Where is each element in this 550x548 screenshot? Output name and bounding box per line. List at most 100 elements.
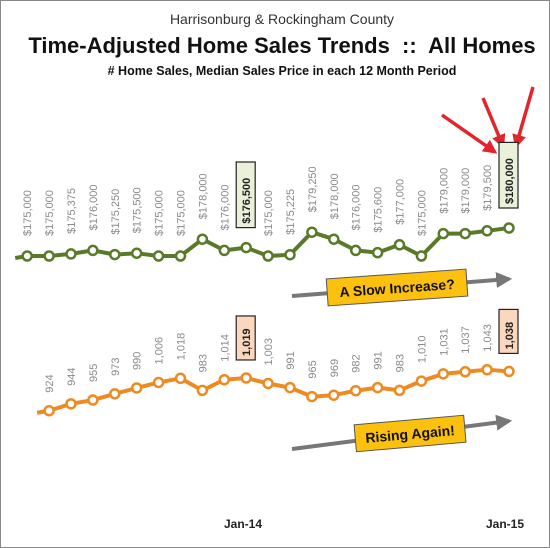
sales-data-label: 955 <box>88 364 100 382</box>
price-data-label: $175,375 <box>66 188 78 234</box>
price-point <box>43 250 55 262</box>
price-point <box>240 241 252 254</box>
price-point <box>174 250 187 262</box>
sales-data-label: 1,043 <box>482 324 494 352</box>
sales-data-label: 982 <box>351 354 363 372</box>
sales-data-label: 1,019 <box>241 328 253 356</box>
sales-point <box>415 375 428 387</box>
chart-subtitle: Harrisonburg & Rockingham County <box>170 11 394 27</box>
sales-data-label: 969 <box>329 359 341 377</box>
sales-point <box>306 390 318 403</box>
callout-sales: Rising Again! <box>365 422 456 446</box>
price-data-label: $180,000 <box>504 158 516 204</box>
red-arrow-2 <box>481 97 506 149</box>
price-data-label: $179,500 <box>482 165 494 211</box>
price-highlight-box <box>235 161 256 229</box>
sales-data-label: 1,010 <box>416 336 428 364</box>
price-point <box>481 225 493 237</box>
sales-point <box>130 382 143 394</box>
price-data-label: $179,250 <box>307 166 319 212</box>
price-data-label: $175,000 <box>263 190 275 236</box>
price-data-label: $179,000 <box>438 168 450 214</box>
sales-highlight-box <box>235 315 256 361</box>
price-data-label: $175,250 <box>110 189 122 235</box>
price-point <box>437 227 450 240</box>
sales-series: 924 944 955 973 990 1,006 1,018 983 1,014 1,019 1,… <box>36 308 519 417</box>
sales-point <box>393 384 406 397</box>
sales-data-label: 1,038 <box>504 322 516 350</box>
sales-data-label: 1,018 <box>176 333 188 361</box>
price-data-label: $175,000 <box>22 190 34 236</box>
sales-data-label: 1,014 <box>219 334 231 362</box>
price-data-label: $176,000 <box>88 185 100 231</box>
sales-data-label: 991 <box>373 351 385 369</box>
sales-point <box>284 381 296 394</box>
sales-data-label: 973 <box>110 357 122 375</box>
price-point <box>306 226 318 238</box>
price-point <box>393 239 406 251</box>
price-point <box>152 250 165 262</box>
red-arrow-1 <box>440 113 498 154</box>
price-data-label: $175,000 <box>44 190 56 236</box>
price-point <box>415 250 428 262</box>
sales-data-label: 965 <box>307 360 319 378</box>
chart-description: # Home Sales, Median Sales Price in each… <box>108 64 457 78</box>
price-series: $175,000 $175,000 $175,375 $176,000 $175,250… <box>14 141 519 262</box>
sales-data-label: 990 <box>132 352 144 370</box>
price-data-label: $179,000 <box>460 168 472 214</box>
price-point <box>328 233 340 245</box>
price-point <box>218 244 231 257</box>
price-data-label: $175,500 <box>132 187 144 233</box>
sales-point <box>174 372 187 385</box>
red-arrow-3 <box>512 86 535 149</box>
sales-data-label: 983 <box>395 354 407 372</box>
x-tick-jan-14: Jan-14 <box>224 517 262 531</box>
sales-point <box>43 404 55 417</box>
price-data-label: $176,000 <box>351 185 363 231</box>
price-point <box>65 248 77 260</box>
price-point <box>109 248 121 261</box>
sales-point <box>152 376 165 389</box>
sales-point <box>503 365 515 378</box>
price-data-label: $177,000 <box>395 179 407 225</box>
price-data-label: $176,000 <box>219 185 231 231</box>
sales-point <box>196 384 209 397</box>
price-data-label: $175,600 <box>373 187 385 233</box>
sales-point <box>87 394 99 406</box>
price-point <box>21 250 33 262</box>
price-highlight-box <box>498 141 519 209</box>
price-data-label: $175,225 <box>285 189 297 235</box>
sales-point <box>459 366 471 378</box>
x-tick-jan-15: Jan-15 <box>486 517 524 531</box>
sales-point <box>65 398 77 410</box>
callout-box-sales <box>353 414 467 453</box>
sales-point <box>109 388 121 400</box>
chart-title: Time-Adjusted Home Sales Trends :: All H… <box>28 33 535 58</box>
price-data-label: $175,000 <box>416 190 428 236</box>
price-point <box>262 250 274 262</box>
sales-point <box>371 381 384 394</box>
sales-highlight-box <box>498 308 519 355</box>
price-data-label: $176,500 <box>241 178 253 224</box>
sales-data-label: 983 <box>197 354 209 372</box>
sales-point <box>328 389 340 401</box>
sales-data-label: 924 <box>44 374 56 392</box>
price-point <box>503 222 515 234</box>
price-point <box>349 244 362 257</box>
price-data-label: $178,000 <box>329 173 341 219</box>
price-point <box>371 246 384 259</box>
sales-point <box>218 373 231 386</box>
price-point <box>284 248 296 261</box>
callout-box-price <box>325 268 469 307</box>
sales-data-label: 944 <box>66 367 78 385</box>
sales-point <box>240 372 252 384</box>
price-point <box>87 244 99 257</box>
sales-point <box>481 363 493 376</box>
sales-data-label: 1,006 <box>154 337 166 365</box>
sales-data-label: 1,031 <box>438 328 450 356</box>
price-data-label: $175,000 <box>176 190 188 236</box>
sales-point <box>349 384 362 397</box>
sales-point <box>437 368 450 380</box>
